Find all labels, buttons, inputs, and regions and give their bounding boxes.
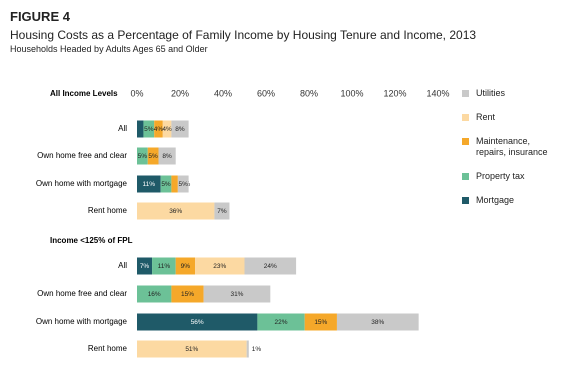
bar-segment bbox=[175, 257, 196, 275]
category-label: Rent home bbox=[88, 206, 128, 215]
legend-item: Property tax bbox=[462, 171, 572, 182]
data-label: 5% bbox=[161, 181, 171, 188]
x-tick-label: 20% bbox=[171, 88, 189, 98]
figure-subtitle: Households Headed by Adults Ages 65 and … bbox=[10, 44, 208, 54]
bar-segment bbox=[160, 175, 172, 193]
bar-segment bbox=[195, 257, 245, 275]
bar-segment bbox=[244, 257, 297, 275]
bar-segment bbox=[137, 120, 144, 138]
legend-swatch bbox=[462, 114, 469, 121]
bar-segment bbox=[137, 340, 247, 358]
data-label: 1% bbox=[252, 346, 262, 353]
data-label: 11% bbox=[143, 181, 156, 188]
panel-title: Income <125% of FPL bbox=[50, 236, 133, 245]
data-label: 5% bbox=[179, 181, 189, 188]
data-label: 22% bbox=[275, 319, 288, 326]
bar-segment bbox=[214, 202, 230, 220]
data-label: 24% bbox=[264, 263, 277, 270]
figure-label: FIGURE 4 bbox=[10, 9, 70, 24]
bar-segment bbox=[171, 285, 204, 303]
legend-label: Mortgage bbox=[476, 195, 515, 205]
data-label: 5% bbox=[148, 153, 158, 160]
bar-segment bbox=[147, 147, 159, 165]
legend-item: Utilities bbox=[462, 88, 572, 99]
legend: Utilities Rent Maintenance, repairs, insur… bbox=[462, 88, 572, 219]
bar-segment bbox=[158, 147, 176, 165]
data-label: 23% bbox=[213, 263, 226, 270]
bar-segment bbox=[137, 285, 172, 303]
category-label: Own home free and clear bbox=[37, 289, 127, 298]
legend-label: Maintenance, repairs, insurance bbox=[476, 136, 548, 157]
bar-segment bbox=[162, 120, 172, 138]
data-label: 51% bbox=[185, 346, 198, 353]
bar-segment bbox=[137, 202, 215, 220]
legend-label: Utilities bbox=[476, 88, 506, 98]
legend-swatch bbox=[462, 173, 469, 180]
data-label: 7% bbox=[217, 208, 227, 215]
bar-segment bbox=[177, 175, 189, 193]
legend-item: Mortgage bbox=[462, 195, 572, 206]
x-tick-label: 120% bbox=[383, 88, 406, 98]
legend-label: Rent bbox=[476, 112, 496, 122]
x-tick-label: 80% bbox=[300, 88, 318, 98]
data-label: 4% bbox=[154, 126, 164, 133]
x-tick-label: 100% bbox=[340, 88, 363, 98]
bar-segment bbox=[137, 313, 258, 331]
category-label: All bbox=[118, 124, 127, 133]
bar-segment bbox=[143, 120, 155, 138]
data-label: 11% bbox=[158, 263, 171, 270]
bar-segment bbox=[171, 175, 178, 193]
x-tick-label: 140% bbox=[426, 88, 449, 98]
bar-segment bbox=[304, 313, 337, 331]
category-label: Rent home bbox=[88, 344, 128, 353]
x-tick-label: 40% bbox=[214, 88, 232, 98]
bar-segment bbox=[137, 175, 161, 193]
data-label: 5% bbox=[144, 126, 154, 133]
bar-segment bbox=[152, 257, 176, 275]
data-label: 38% bbox=[371, 319, 384, 326]
legend-swatch bbox=[462, 197, 469, 204]
bar-segment bbox=[203, 285, 271, 303]
data-label: 4% bbox=[162, 126, 172, 133]
bar-segment bbox=[154, 120, 163, 138]
data-label: 36% bbox=[169, 208, 182, 215]
data-label: 9% bbox=[181, 263, 191, 270]
data-label: 16% bbox=[148, 291, 161, 298]
bar-segment bbox=[137, 147, 148, 165]
figure-title: Housing Costs as a Percentage of Family … bbox=[10, 28, 477, 42]
legend-item: Maintenance, repairs, insurance bbox=[462, 136, 572, 158]
data-label: 5% bbox=[138, 153, 148, 160]
bar-segment bbox=[257, 313, 305, 331]
panel-title: All Income Levels bbox=[50, 89, 118, 98]
legend-swatch bbox=[462, 138, 469, 145]
legend-label: Property tax bbox=[476, 171, 525, 181]
data-label: 8% bbox=[162, 153, 172, 160]
data-label: 8% bbox=[175, 126, 185, 133]
category-label: All bbox=[118, 261, 127, 270]
legend-swatch bbox=[462, 90, 469, 97]
x-tick-label: 0% bbox=[130, 88, 143, 98]
data-label: 7% bbox=[140, 263, 150, 270]
category-label: Own home with mortgage bbox=[36, 179, 128, 188]
category-label: Own home free and clear bbox=[37, 151, 127, 160]
data-label: 56% bbox=[191, 319, 204, 326]
data-label: 31% bbox=[230, 291, 243, 298]
x-tick-label: 60% bbox=[257, 88, 275, 98]
category-label: Own home with mortgage bbox=[36, 317, 128, 326]
legend-item: Rent bbox=[462, 112, 572, 123]
bar-segment bbox=[246, 340, 249, 358]
data-label: 15% bbox=[314, 319, 327, 326]
bar-segment bbox=[137, 257, 153, 275]
data-label: 15% bbox=[181, 291, 194, 298]
bar-segment bbox=[336, 313, 419, 331]
bar-segment bbox=[171, 120, 189, 138]
